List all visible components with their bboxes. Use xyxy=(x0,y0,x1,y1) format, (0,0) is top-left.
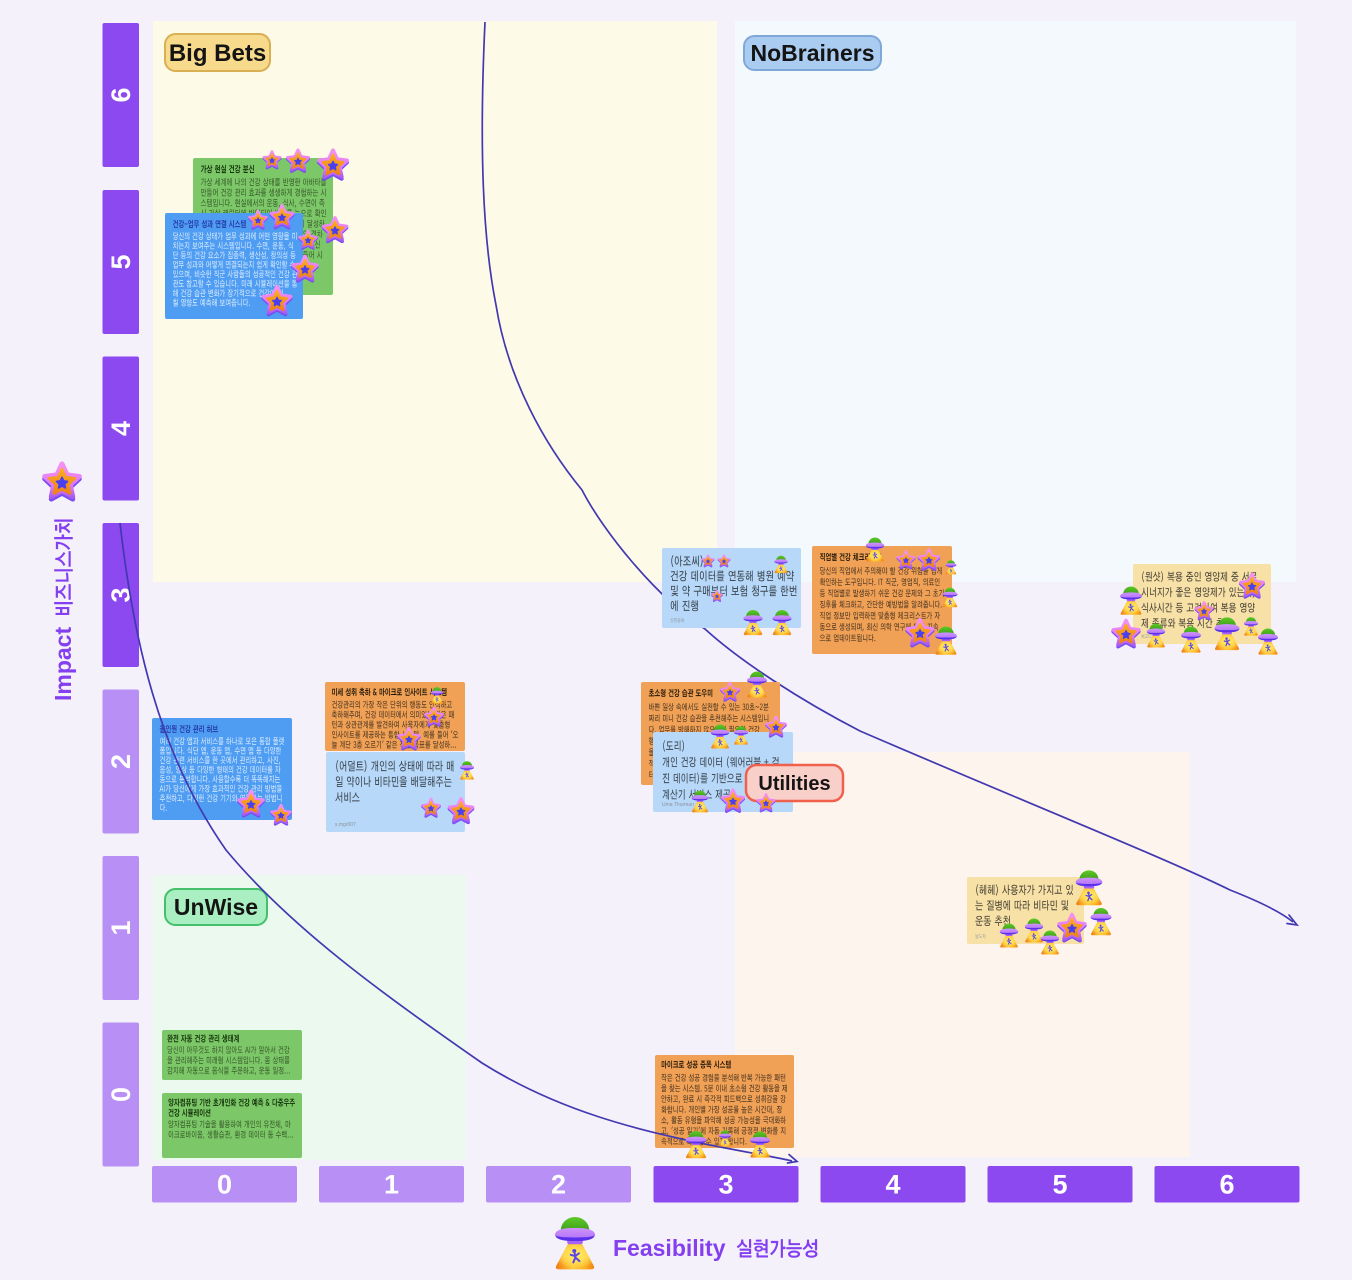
svg-text:0: 0 xyxy=(217,1170,232,1200)
svg-text:1: 1 xyxy=(106,920,136,935)
svg-text:4: 4 xyxy=(885,1170,900,1200)
svg-text:0: 0 xyxy=(106,1087,136,1102)
svg-text:Impact: Impact xyxy=(50,627,76,701)
svg-text:s.mgr007: s.mgr007 xyxy=(335,822,356,828)
svg-text:Feasibility: Feasibility xyxy=(613,1235,726,1261)
svg-text:Big Bets: Big Bets xyxy=(169,40,266,67)
svg-text:5: 5 xyxy=(1052,1170,1067,1200)
svg-text:5: 5 xyxy=(106,254,136,269)
svg-text:UnWise: UnWise xyxy=(174,894,258,920)
svg-text:6: 6 xyxy=(106,87,136,102)
svg-text:2: 2 xyxy=(551,1170,566,1200)
svg-text:2: 2 xyxy=(106,754,136,769)
svg-text:Utilities: Utilities xyxy=(758,773,830,795)
svg-text:NoBrainers: NoBrainers xyxy=(751,40,875,66)
svg-text:3: 3 xyxy=(718,1170,733,1200)
svg-text:4: 4 xyxy=(106,421,136,436)
svg-text:3: 3 xyxy=(106,587,136,602)
svg-text:1: 1 xyxy=(384,1170,399,1200)
svg-text:6: 6 xyxy=(1219,1170,1234,1200)
svg-text:Uma Thurman: Uma Thurman xyxy=(662,802,694,808)
